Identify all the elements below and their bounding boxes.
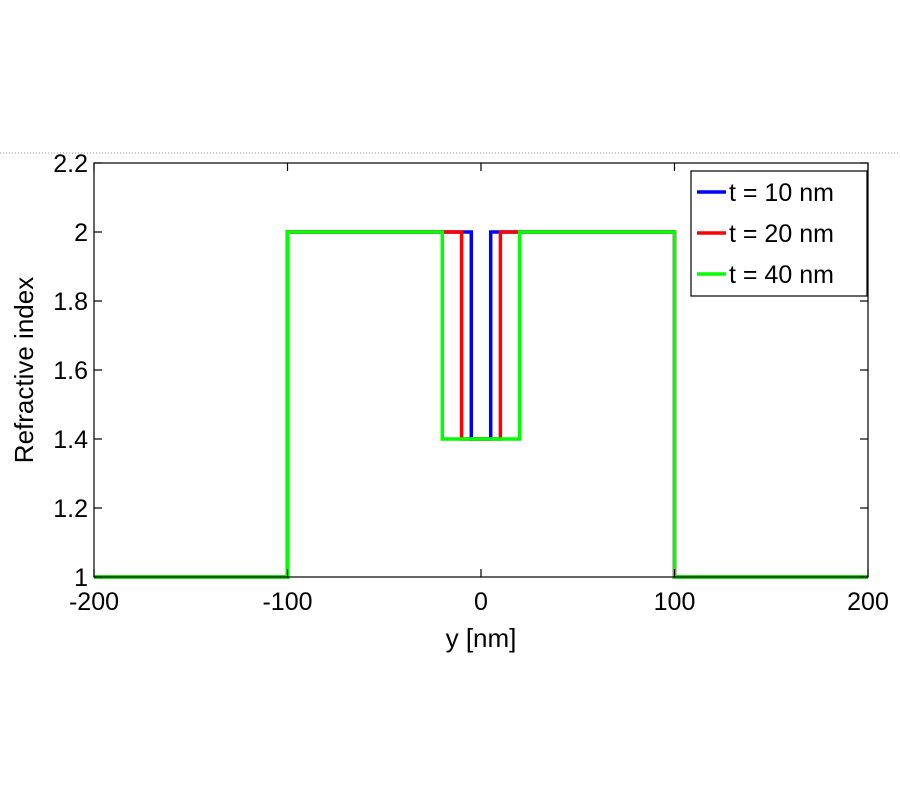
y-tick-label: 1.2 [53, 495, 88, 523]
y-tick-label: 1 [74, 564, 88, 592]
legend: t = 10 nm t = 20 nm t = 40 nm [690, 170, 868, 297]
x-tick-label: 0 [474, 588, 488, 616]
y-tick-label: 1.6 [53, 357, 88, 385]
legend-label-2: t = 20 nm [729, 220, 834, 248]
y-tick-label: 1.8 [53, 288, 88, 316]
legend-label-1: t = 10 nm [729, 179, 834, 207]
axis-layer: -200 -100 0 100 200 1 1.2 1.4 1.6 1.8 2 2.2 y [nm] Re… [9, 150, 889, 653]
x-axis-title: y [nm] [446, 623, 517, 653]
x-tick-label: 100 [654, 588, 696, 616]
x-tick-label: 200 [847, 588, 889, 616]
plot-layer [94, 230, 868, 579]
y-tick-label: 1.4 [53, 426, 88, 454]
y-tick-label: 2.2 [53, 150, 88, 178]
y-tick-label: 2 [74, 219, 88, 247]
x-tick-label: -100 [262, 588, 312, 616]
series-line-3 [94, 230, 868, 579]
legend-label-3: t = 40 nm [729, 261, 834, 289]
y-axis-title: Refractive index [9, 277, 39, 463]
x-tick-label: -200 [69, 588, 119, 616]
